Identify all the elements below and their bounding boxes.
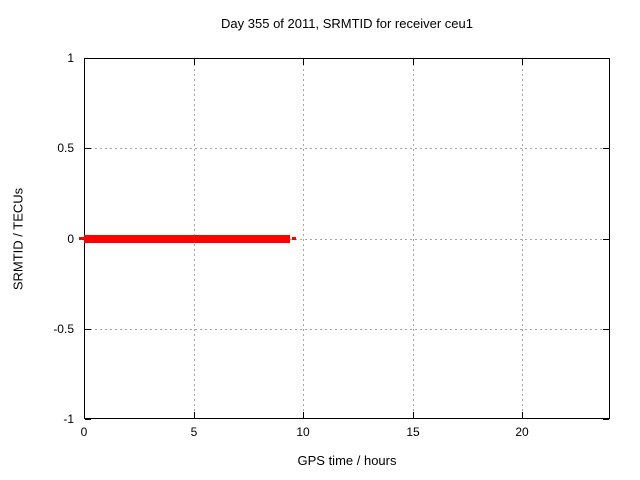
y-tick-right xyxy=(603,419,609,420)
y-tick-label: 1 xyxy=(67,51,74,65)
y-tick-right xyxy=(603,239,609,240)
y-tick-right xyxy=(603,148,609,149)
x-gridline xyxy=(303,59,304,418)
y-tick-right xyxy=(603,329,609,330)
x-tick-bottom xyxy=(413,412,414,418)
x-tick-label: 10 xyxy=(296,425,310,439)
x-tick-top xyxy=(84,59,85,65)
x-axis-label: GPS time / hours xyxy=(297,453,397,468)
y-gridline xyxy=(85,148,609,149)
series-line-srmtid xyxy=(84,235,290,243)
series-line-srmtid xyxy=(292,237,296,240)
y-tick-left xyxy=(85,58,91,59)
y-gridline xyxy=(85,239,609,240)
x-tick-label: 5 xyxy=(190,425,198,439)
x-tick-bottom xyxy=(522,412,523,418)
y-tick-left xyxy=(85,329,91,330)
x-tick-label: 15 xyxy=(406,425,420,439)
x-tick-bottom xyxy=(194,412,195,418)
x-gridline xyxy=(413,59,414,418)
x-tick-top xyxy=(522,59,523,65)
x-tick-top xyxy=(303,59,304,65)
x-tick-top xyxy=(194,59,195,65)
y-tick-label: -0.5 xyxy=(53,322,74,336)
y-tick-right xyxy=(603,58,609,59)
y-tick-left xyxy=(85,419,91,420)
x-gridline xyxy=(522,59,523,418)
x-tick-label: 20 xyxy=(515,425,529,439)
series-line-srmtid xyxy=(79,237,84,240)
x-tick-label: 0 xyxy=(80,425,88,439)
y-tick-label: 0 xyxy=(67,232,74,246)
x-tick-top xyxy=(413,59,414,65)
y-gridline xyxy=(85,329,609,330)
chart-title: Day 355 of 2011, SRMTID for receiver ceu… xyxy=(221,16,473,31)
y-tick-label: -1 xyxy=(63,412,74,426)
y-tick-label: 0.5 xyxy=(57,141,74,155)
x-tick-bottom xyxy=(84,412,85,418)
x-tick-bottom xyxy=(303,412,304,418)
y-tick-left xyxy=(85,148,91,149)
